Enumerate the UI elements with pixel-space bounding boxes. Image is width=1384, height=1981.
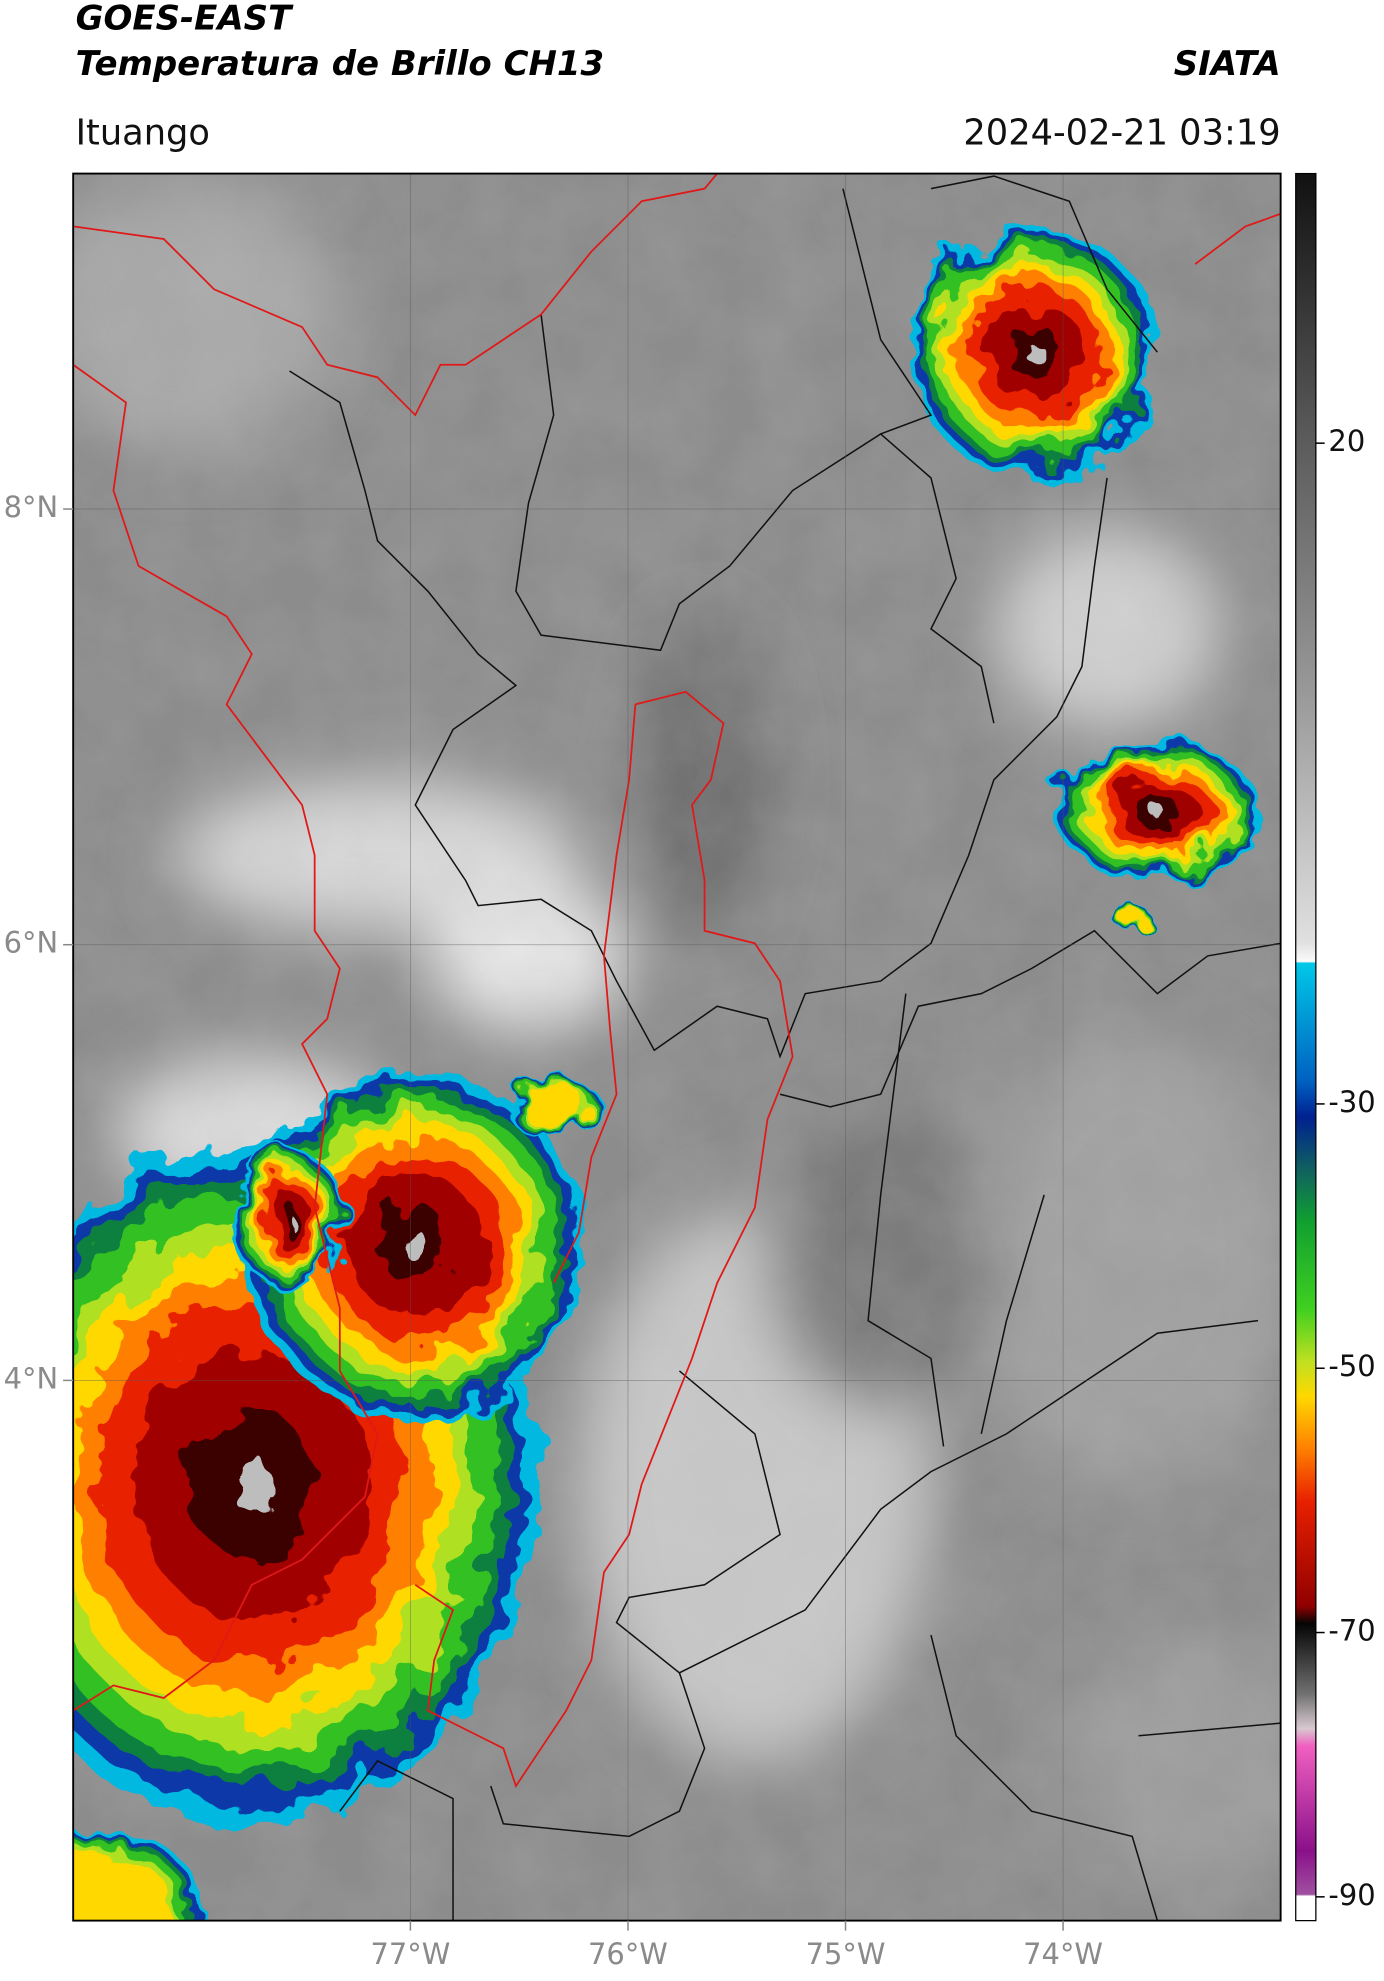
graticule [73,173,1281,1921]
colorbar-ticks: 20 -30 -50 -70 -90 [1315,424,1376,1912]
y-tick-label: 4°N [4,1361,58,1395]
x-tick-label: 76°W [588,1937,668,1971]
y-tick-label: 6°N [4,926,58,960]
admin-borders [289,175,1281,1921]
cloud-top [1024,342,1044,363]
cloud-top [73,1852,172,1921]
title-line-1: GOES-EAST [76,0,294,39]
x-tick-label: 75°W [806,1937,886,1971]
x-tick-label: 74°W [1023,1937,1103,1971]
region: Ituango [76,113,210,154]
cloud-top [518,1087,589,1127]
cloud-top [401,1231,429,1260]
cloud-top [284,1214,295,1226]
colorbar [1295,172,1317,1922]
y-tick-label: 8°N [4,490,58,524]
department-border [73,173,1281,1789]
cloud-top [1149,805,1166,817]
satellite-map [73,173,1281,1921]
cloud-top [1113,901,1139,923]
map-frame [72,172,1282,1922]
convective-cells [73,226,1261,1921]
colorbar-tick-label: -70 [1328,1614,1375,1648]
source: SIATA [1174,44,1281,84]
colorbar-tick-label: -50 [1328,1349,1375,1383]
colorbar-tick-label: -30 [1328,1085,1375,1119]
colorbar-tick-label: 20 [1328,424,1365,458]
x-tick-label: 77°W [370,1937,450,1971]
colorbar-tick-label: -90 [1328,1878,1375,1912]
datetime: 2024-02-21 03:19 [963,113,1280,154]
map-axes: 77°W 76°W 75°W 74°W 8°N 6°N 4°N [4,490,1103,1971]
title-line-2: Temperatura de Brillo CH13 [76,44,604,84]
cloud-top [228,1457,275,1512]
